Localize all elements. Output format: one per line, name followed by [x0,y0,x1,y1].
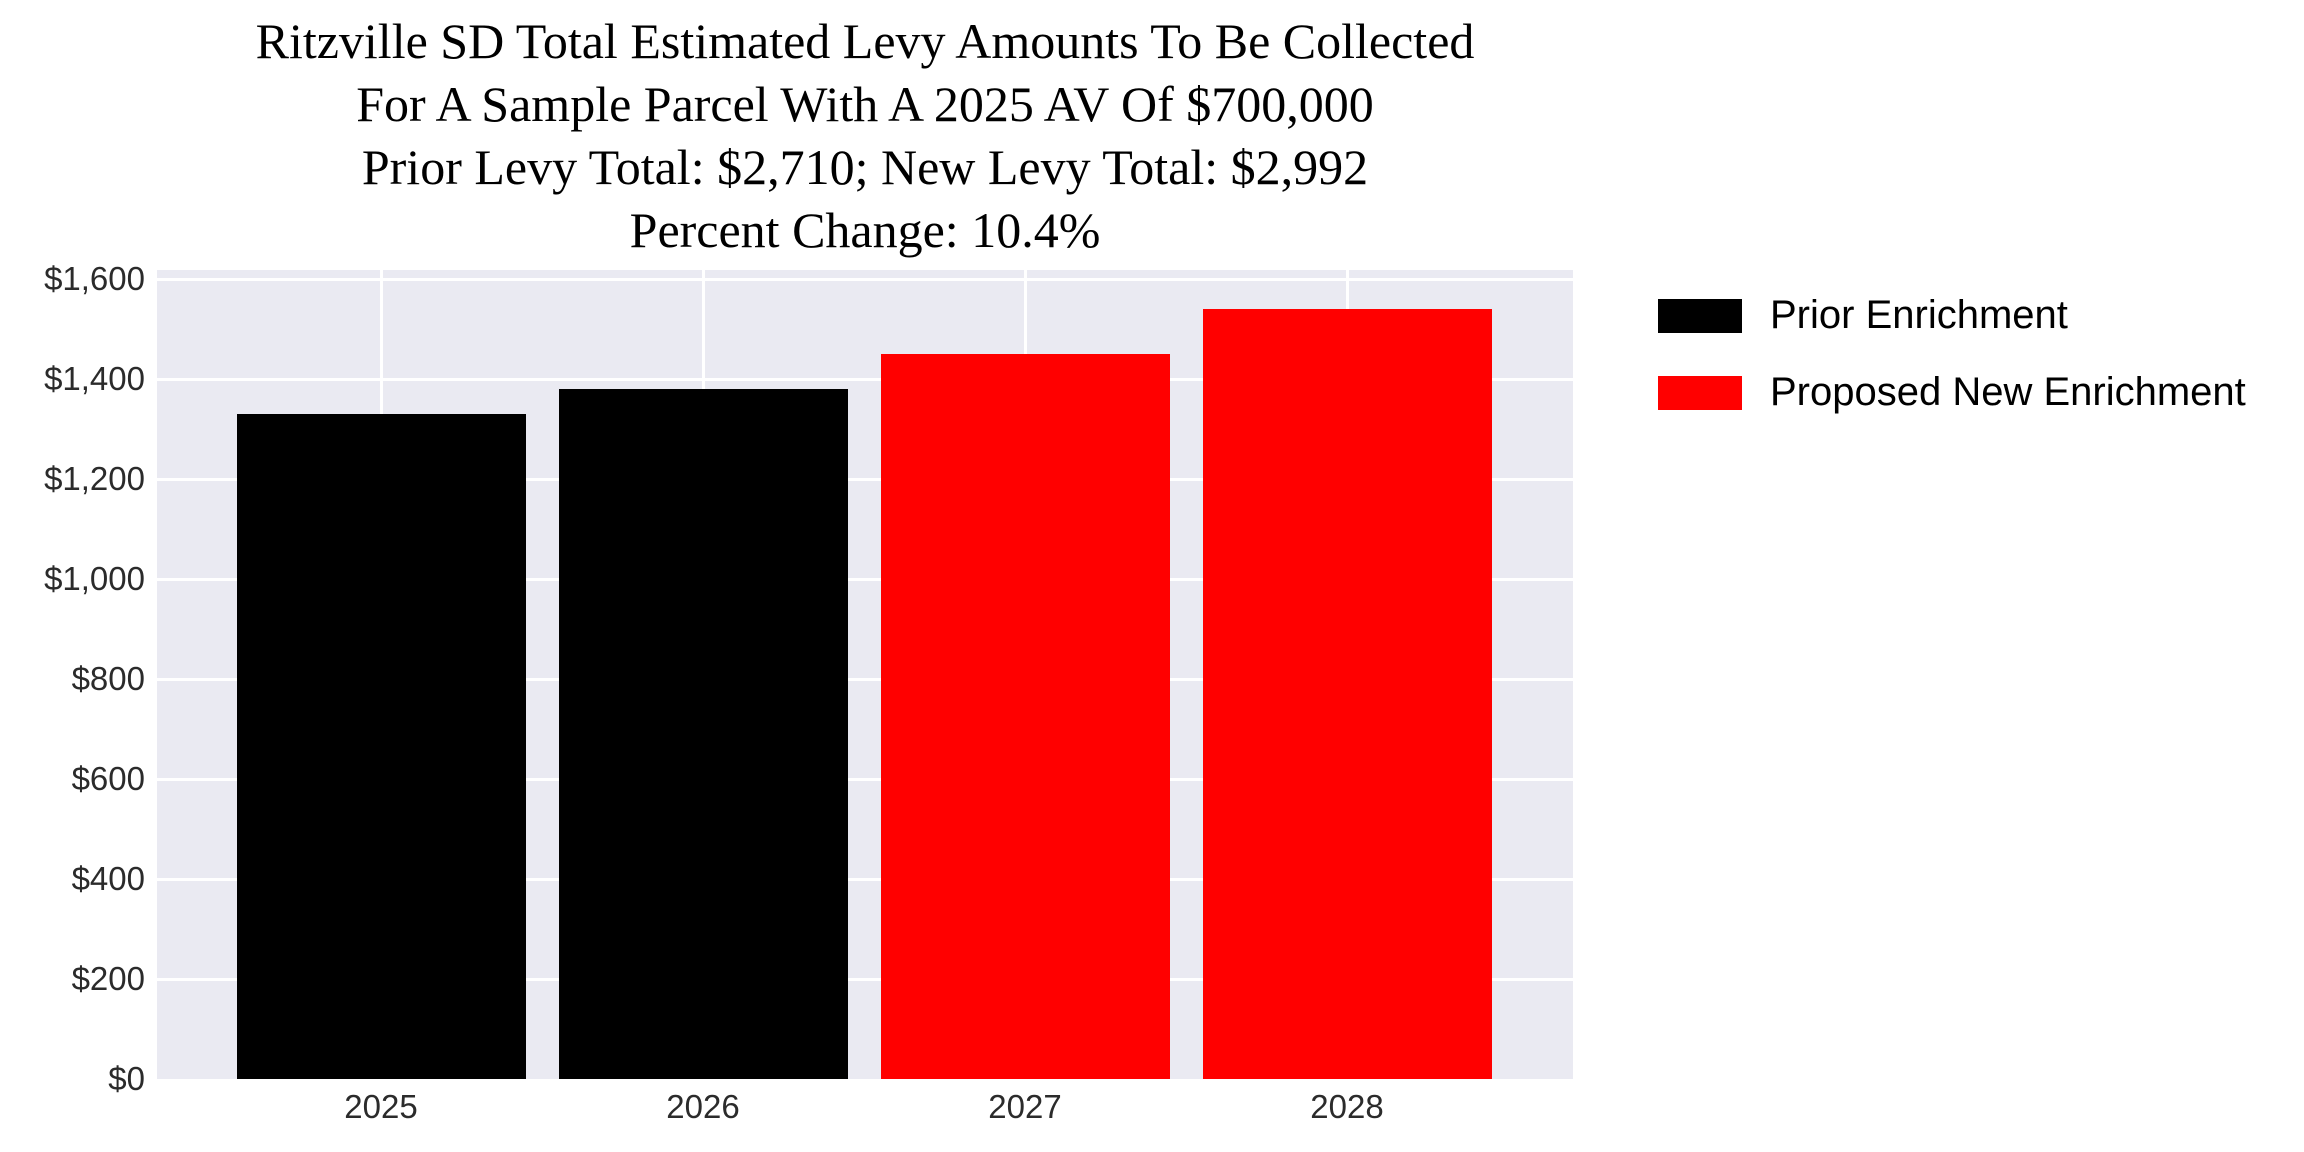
x-tick-label-2025: 2025 [344,1088,418,1125]
legend-item: Proposed New Enrichment [1658,370,2246,415]
legend-swatch-icon [1658,298,1742,333]
gridline-horizontal [157,277,1573,281]
y-tick-label: $1,600 [44,260,145,297]
legend-swatch-icon [1658,375,1742,410]
plot-area [157,270,1573,1079]
legend-label: Prior Enrichment [1770,293,2068,337]
y-tick-label: $600 [71,760,145,797]
y-tick-label: $800 [71,660,145,697]
y-tick-label: $400 [71,860,145,897]
gridline-horizontal [157,677,1573,681]
y-tick-label: $200 [71,960,145,997]
legend-item: Prior Enrichment [1658,293,2246,338]
gridline-horizontal [157,977,1573,981]
gridline-horizontal [157,477,1573,481]
y-tick-label: $1,000 [44,560,145,597]
y-tick-label: $1,400 [44,360,145,397]
bar-2027 [880,353,1170,1079]
y-tick-label: $1,200 [44,460,145,497]
gridline-horizontal [157,377,1573,381]
chart-title: Ritzville SD Total Estimated Levy Amount… [255,13,1475,258]
gridline-horizontal [157,777,1573,781]
x-tick-label-2027: 2027 [988,1088,1062,1125]
gridline-horizontal [157,877,1573,881]
bar-2026 [558,389,848,1079]
bar-2025 [236,414,526,1079]
y-tick-label: $0 [108,1060,145,1097]
x-tick-label-2026: 2026 [666,1088,740,1125]
legend-label: Proposed New Enrichment [1770,370,2246,414]
bar-2028 [1202,308,1492,1079]
legend: Prior Enrichment Proposed New Enrichment [1658,293,2246,415]
gridline-horizontal [157,577,1573,581]
x-tick-label-2028: 2028 [1310,1088,1384,1125]
